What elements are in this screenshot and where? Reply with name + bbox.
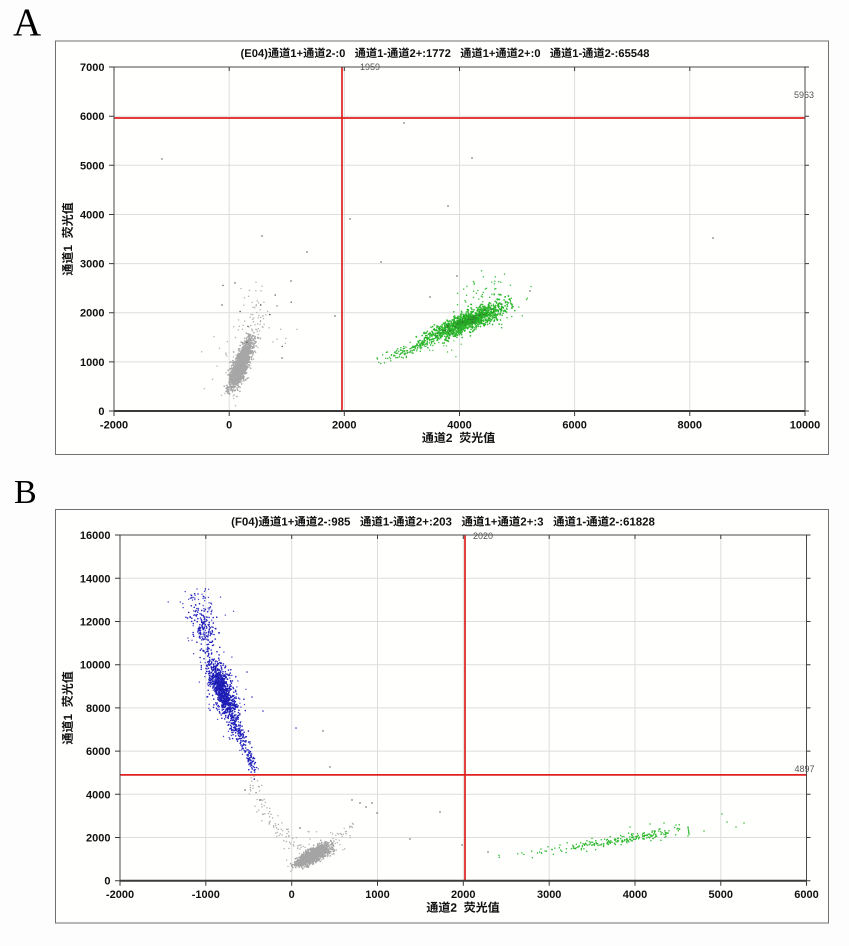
svg-text:10000: 10000: [80, 660, 111, 672]
svg-text:1959: 1959: [360, 62, 380, 72]
svg-text:2000: 2000: [80, 308, 104, 320]
svg-text:5000: 5000: [80, 160, 104, 172]
svg-text:6000: 6000: [86, 746, 110, 758]
svg-text:B: B: [14, 474, 37, 511]
svg-text:14000: 14000: [80, 573, 111, 585]
svg-text:2000: 2000: [451, 889, 475, 901]
svg-text:7000: 7000: [80, 62, 104, 74]
svg-text:6000: 6000: [794, 889, 818, 901]
svg-text:3000: 3000: [80, 259, 104, 271]
svg-text:5963: 5963: [794, 90, 814, 100]
svg-text:2000: 2000: [332, 420, 356, 432]
svg-text:0: 0: [98, 406, 104, 418]
svg-text:6000: 6000: [80, 111, 104, 123]
svg-text:-2000: -2000: [100, 420, 128, 432]
svg-text:10000: 10000: [790, 420, 821, 432]
svg-text:0: 0: [226, 420, 232, 432]
svg-text:-1000: -1000: [192, 889, 220, 901]
svg-text:4897: 4897: [794, 764, 814, 774]
svg-text:4000: 4000: [623, 889, 647, 901]
svg-text:3000: 3000: [537, 889, 561, 901]
svg-text:4000: 4000: [80, 210, 104, 222]
svg-text:4000: 4000: [447, 420, 471, 432]
svg-text:A: A: [13, 1, 41, 44]
svg-text:8000: 8000: [678, 420, 702, 432]
svg-text:16000: 16000: [80, 530, 111, 542]
svg-text:0: 0: [289, 889, 295, 901]
svg-text:12000: 12000: [80, 617, 111, 629]
svg-text:1000: 1000: [80, 357, 104, 369]
svg-text:5000: 5000: [709, 889, 733, 901]
svg-text:1000: 1000: [365, 889, 389, 901]
svg-text:4000: 4000: [86, 789, 110, 801]
svg-text:-2000: -2000: [106, 889, 134, 901]
svg-text:2020: 2020: [473, 531, 493, 541]
svg-text:2000: 2000: [86, 833, 110, 845]
svg-text:6000: 6000: [562, 420, 586, 432]
svg-text:8000: 8000: [86, 703, 110, 715]
svg-text:0: 0: [104, 876, 110, 888]
